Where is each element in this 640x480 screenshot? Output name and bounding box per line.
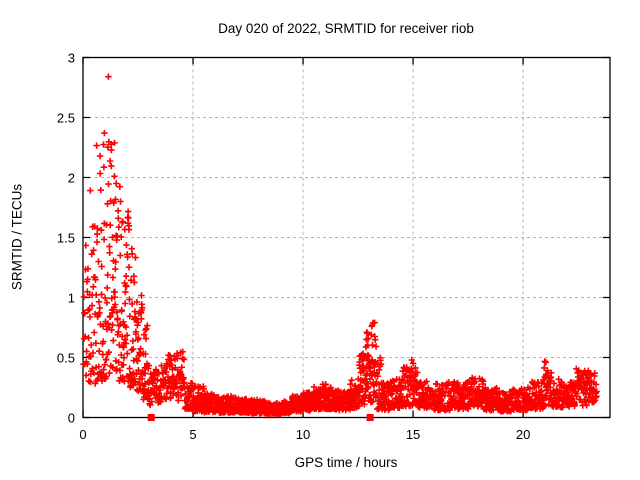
y-tick-label: 2	[67, 170, 75, 185]
x-tick-label: 5	[189, 426, 197, 442]
y-tick-label: 1	[67, 290, 75, 305]
x-tick-label: 10	[295, 426, 311, 442]
y-tick-label: 0.5	[56, 350, 75, 365]
baseline-flag-square	[147, 414, 155, 421]
x-tick-label: 20	[515, 426, 531, 442]
data-points-plus-markers	[80, 73, 600, 418]
y-tick-label: 0	[67, 410, 75, 425]
y-tick-label: 2.5	[56, 110, 75, 125]
x-tick-label: 15	[405, 426, 421, 442]
x-tick-label: 0	[79, 426, 87, 442]
axis-tick-marks	[82, 56, 610, 419]
baseline-flag-square	[366, 414, 374, 421]
y-tick-label: 3	[67, 50, 75, 65]
chart-title: Day 020 of 2022, SRMTID for receiver rio…	[218, 21, 474, 36]
x-axis-label: GPS time / hours	[294, 455, 398, 470]
y-tick-label: 1.5	[56, 230, 75, 245]
